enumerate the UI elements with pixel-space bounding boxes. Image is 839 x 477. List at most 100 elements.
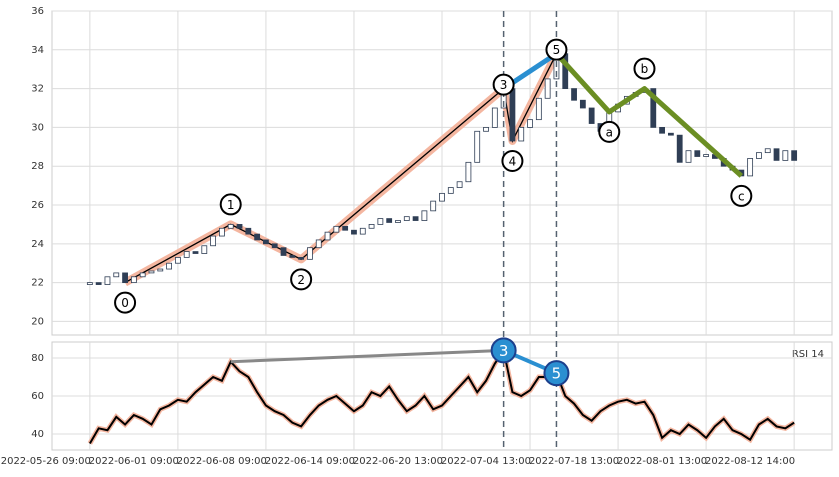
candle [395,220,401,223]
candle [535,97,542,121]
candle [227,224,234,229]
wave-label: c [738,189,745,203]
candle [403,216,410,221]
rsi-label: RSI 14 [792,349,824,360]
candle [324,231,331,241]
wave-label-circle [114,291,137,314]
candle [579,99,586,109]
candle [307,247,313,260]
candle [148,270,155,274]
candle [359,227,366,235]
y-tick-label: 22 [31,278,44,289]
candle [588,107,595,124]
candle [192,251,199,254]
y-tick-label: 36 [31,6,44,17]
candle [174,256,181,264]
candle [571,88,577,101]
candle [104,276,111,285]
candle [333,225,340,233]
candle [130,276,137,284]
candle [509,88,516,142]
candle [315,239,322,249]
candle [245,227,252,235]
x-tick-label: 2022-07-04 13:00 [441,456,531,467]
y-tick-label: 24 [31,239,44,250]
rsi-line [88,347,795,445]
candle [650,88,657,128]
candle [271,243,278,249]
y-tick-label: 28 [31,161,44,172]
candle [166,262,172,270]
candle [157,268,164,272]
y-tick-label: 32 [31,84,44,95]
candle [280,247,287,256]
y-tick-label: 80 [31,353,44,364]
candle [377,218,384,225]
candle [351,229,357,235]
candle [474,130,481,163]
candle [747,158,754,177]
x-tick-label: 2022-06-14 09:00 [265,456,355,467]
candle [342,225,349,231]
wave-label: 5 [553,43,561,57]
candle [183,251,190,258]
x-tick-label: 2022-06-08 09:00 [177,456,267,467]
candle [465,161,472,183]
candle [95,282,102,285]
y-tick-label: 60 [31,391,44,402]
wave-label-circle [633,57,656,80]
y-tick-label: 20 [31,316,44,327]
wave-label-circle [501,149,524,172]
y-tick-label: 34 [31,45,44,56]
candle [439,192,445,202]
candle [210,235,217,247]
x-tick-label: 2022-06-01 09:00 [89,456,179,467]
wave-label: a [606,125,613,139]
candle [430,200,437,212]
candle [659,127,665,134]
x-tick-label: 2022-07-18 13:00 [529,456,619,467]
candle [782,150,789,161]
candle [113,272,120,278]
rsi-wave-marker [543,360,570,387]
wave-label: b [641,62,649,76]
x-tick-label: 2022-05-26 09:00 [1,456,91,467]
candle [527,119,533,128]
rsi-wave-marker [490,337,517,364]
candle [263,239,269,245]
wave-label-circle [290,268,313,291]
candle [756,152,762,159]
impulse-wave [124,53,558,284]
wave-label-circle [598,120,621,143]
wave-label: 3 [500,78,508,92]
x-tick-label: 2022-06-20 13:00 [353,456,443,467]
candle [791,150,798,161]
x-tick-label: 2022-08-01 13:00 [617,456,707,467]
x-tick-label: 2022-08-12 14:00 [705,456,795,467]
rsi-wave-label: 5 [552,365,562,383]
candle [254,233,261,241]
candle [703,154,710,157]
candle [86,282,93,285]
candle [201,245,208,254]
y-tick-label: 40 [31,429,44,440]
candle [386,218,393,223]
candle [412,216,419,221]
candle [421,210,428,221]
candle [764,148,771,154]
y-tick-label: 26 [31,200,44,211]
candle [289,255,296,258]
candle [491,107,498,128]
candle [483,127,489,132]
rsi-wave-label: 3 [499,342,509,360]
candle [667,132,674,136]
wave-label-circle [219,193,242,216]
candle [447,187,454,194]
candle [456,181,463,188]
rsi-divergence [230,348,504,364]
candle [368,224,375,229]
candle [219,227,225,237]
candle [139,272,146,278]
candle [122,272,128,284]
